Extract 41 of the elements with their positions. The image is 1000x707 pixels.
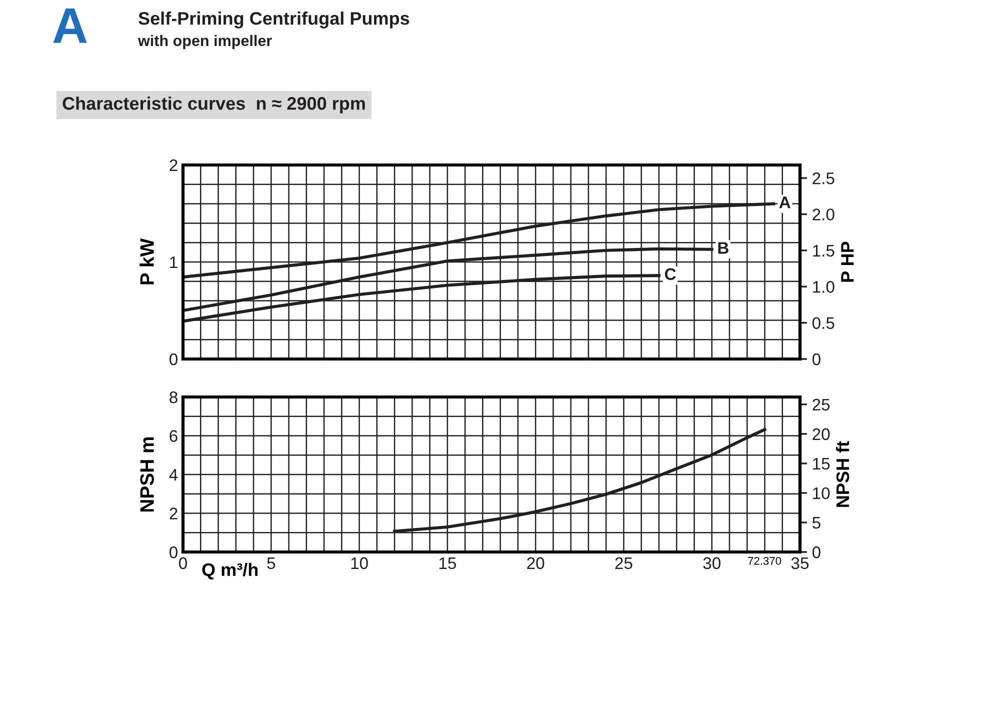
y2-tick-label: 2.5 [812,172,834,184]
text: 72.370 [748,556,782,565]
series-label: B [718,242,728,254]
y-tick-label: 8 [170,391,178,404]
y2-tick-label: 2.0 [812,208,834,220]
x-tick-label: 20 [527,557,544,570]
y-tick-label: 2 [170,508,178,520]
y2-tick-label: 10 [813,487,830,500]
x-tick-label: 25 [615,557,632,570]
y-tick-label: 0 [170,546,178,558]
chart-title: Self-Priming Centrifugal Pumps [138,12,410,28]
y2-tick-label: 1.5 [813,244,834,257]
y-axis-title: NPSH m [140,437,154,512]
y-tick-label: 1 [170,256,178,268]
y-tick-label: 6 [170,430,178,442]
chart-subtitle: with open impeller [138,34,272,50]
y2-tick-label: 0 [812,546,820,558]
y2-tick-label: 1.0 [813,281,834,293]
x-tick-label: 5 [267,557,276,570]
text: Characteristic curves n ≈ 2900 rpm [62,96,365,114]
x-tick-label: 10 [351,557,368,570]
x-tick-label: 30 [703,557,720,570]
y-axis-title: P kW [140,238,154,284]
x-axis-title: Q m³/h [202,562,258,580]
series-label: C [664,268,676,280]
y-tick-label: 0 [170,353,178,366]
y2-tick-label: 0.5 [812,317,834,330]
y-tick-label: 2 [170,159,178,172]
series-label: A [779,196,790,208]
y2-tick-label: 25 [812,398,830,411]
y2-axis-title: P HP [841,242,854,282]
y2-tick-label: 0 [812,353,820,366]
x-tick-label: 15 [439,557,456,570]
y2-tick-label: 5 [812,517,820,529]
y-tick-label: 4 [169,469,178,481]
x-tick-label: 0 [179,557,187,570]
y2-tick-label: 15 [813,458,830,470]
x-tick-label: 35 [791,557,809,570]
y2-tick-label: 20 [812,428,830,440]
text: A [53,8,87,43]
y2-axis-title: NPSH ft [836,441,850,507]
